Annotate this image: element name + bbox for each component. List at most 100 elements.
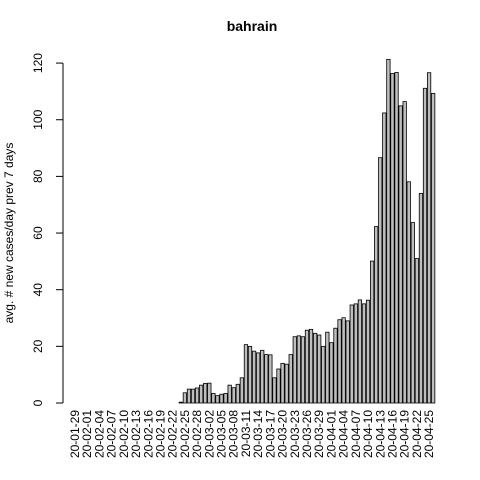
bar xyxy=(268,354,273,404)
bar xyxy=(422,87,428,404)
chart-title: bahrain xyxy=(227,18,278,34)
bar xyxy=(272,377,277,404)
x-tick-label: 20-02-19 xyxy=(153,410,167,458)
x-tick-label: 20-04-10 xyxy=(361,410,375,458)
bar xyxy=(398,105,403,404)
bar xyxy=(304,329,310,404)
bar xyxy=(410,222,415,404)
y-tick-label: 0 xyxy=(31,399,45,406)
x-tick-label: 20-01-29 xyxy=(68,410,82,458)
bar xyxy=(353,303,358,404)
bar xyxy=(199,384,204,404)
bar xyxy=(284,363,289,404)
bar xyxy=(365,299,371,404)
x-tick-label: 20-03-23 xyxy=(288,410,302,458)
bar xyxy=(292,336,297,404)
bar xyxy=(382,112,387,404)
x-tick-label: 20-02-07 xyxy=(105,410,119,458)
bar xyxy=(431,92,436,404)
x-tick-label: 20-04-16 xyxy=(385,410,399,458)
bar xyxy=(325,331,330,404)
x-tick-label: 20-03-02 xyxy=(202,410,216,458)
x-tick-label: 20-02-28 xyxy=(190,410,204,458)
bar xyxy=(207,382,212,404)
x-tick-label: 20-02-10 xyxy=(117,410,131,458)
y-tick-label: 120 xyxy=(31,53,45,73)
y-tick-label: 20 xyxy=(31,339,45,353)
bar xyxy=(264,354,269,404)
bar xyxy=(276,368,281,404)
bar xyxy=(333,327,338,404)
bar xyxy=(256,352,261,404)
x-tick-label: 20-02-01 xyxy=(80,410,94,458)
bar xyxy=(223,392,228,404)
bar xyxy=(215,395,220,404)
bar xyxy=(280,362,285,404)
x-tick-label: 20-03-29 xyxy=(312,410,326,458)
x-tick-label: 20-03-20 xyxy=(276,410,290,458)
bar xyxy=(235,383,240,404)
bar xyxy=(374,226,379,404)
bar xyxy=(378,157,383,404)
bar xyxy=(231,387,236,404)
y-tick-label: 80 xyxy=(31,169,45,183)
bar xyxy=(345,320,350,404)
x-tick-label: 20-03-14 xyxy=(251,410,265,458)
bar xyxy=(321,345,326,404)
x-tick-label: 20-02-13 xyxy=(129,410,143,458)
x-tick-label: 20-02-04 xyxy=(92,410,106,458)
bar xyxy=(406,181,411,404)
y-tick-label: 40 xyxy=(31,283,45,297)
x-tick-label: 20-03-11 xyxy=(239,410,253,457)
bar xyxy=(337,319,342,404)
bar xyxy=(182,392,187,404)
bar xyxy=(247,345,253,404)
bar xyxy=(243,344,249,404)
y-tick-label: 100 xyxy=(31,109,45,129)
bar xyxy=(219,393,224,404)
bar xyxy=(227,384,232,404)
bar xyxy=(186,388,192,404)
x-tick-label: 20-04-19 xyxy=(398,410,412,458)
bar xyxy=(414,258,419,404)
bar xyxy=(357,299,363,404)
bar xyxy=(341,317,346,404)
bar xyxy=(349,304,354,404)
bar xyxy=(260,349,265,404)
bar xyxy=(190,388,196,404)
x-tick-label: 20-03-26 xyxy=(300,410,314,458)
bar xyxy=(329,342,334,404)
bar xyxy=(361,303,367,404)
bar xyxy=(386,59,391,404)
bar xyxy=(203,383,208,404)
x-tick-label: 20-04-01 xyxy=(324,410,338,458)
bar xyxy=(288,354,293,404)
bar xyxy=(394,72,399,404)
x-tick-label: 20-03-08 xyxy=(227,410,241,458)
bar xyxy=(370,260,375,404)
bar xyxy=(426,72,432,404)
bar xyxy=(390,73,395,404)
bar xyxy=(194,387,200,404)
bar xyxy=(211,392,216,404)
y-axis-label: avg. # new cases/day prev 7 days xyxy=(2,143,16,324)
bar xyxy=(251,350,257,404)
bar xyxy=(300,336,306,404)
bar xyxy=(296,335,301,404)
x-tick-label: 20-02-25 xyxy=(178,410,192,458)
bar xyxy=(402,101,407,404)
bar xyxy=(418,192,424,404)
x-tick-label: 20-03-05 xyxy=(215,410,229,458)
x-tick-label: 20-04-13 xyxy=(373,410,387,458)
bar xyxy=(317,334,322,404)
bar xyxy=(178,401,183,404)
x-tick-label: 20-02-16 xyxy=(141,410,155,458)
x-tick-label: 20-04-07 xyxy=(349,410,363,458)
x-tick-label: 20-04-25 xyxy=(422,410,436,458)
x-tick-label: 20-04-22 xyxy=(410,410,424,458)
bar xyxy=(313,332,318,404)
x-tick-label: 20-04-04 xyxy=(337,410,351,458)
x-tick-label: 20-02-22 xyxy=(166,410,180,458)
x-tick-label: 20-03-17 xyxy=(263,410,277,458)
